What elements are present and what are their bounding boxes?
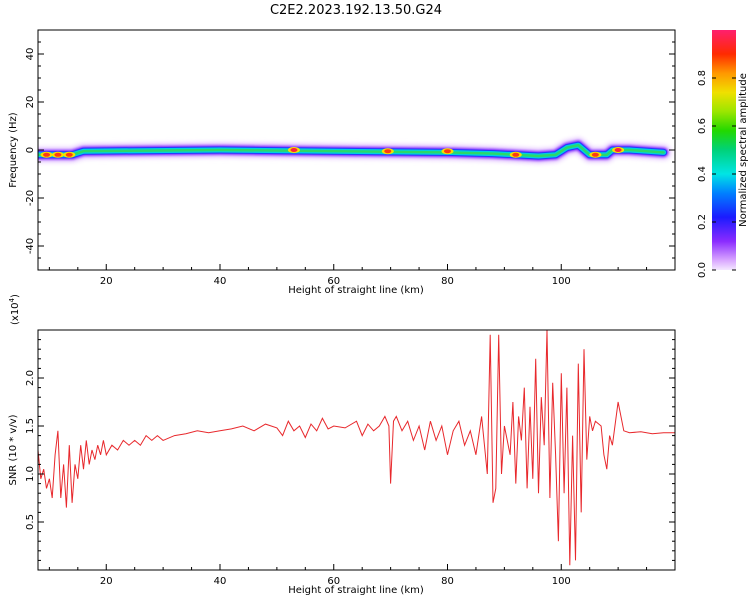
colorbar-tick-label: 0.8 [697,70,708,86]
snr-exponent-label: (x104) [8,294,21,325]
spectrogram-panel: 20 40 60 80 100 -40 -20 0 20 40 Height of straig… [8,29,676,296]
colorbar-label: Normalized spectral amplitude [738,73,749,227]
spectrogram-hotspot [65,152,73,157]
x-tick-label: 20 [100,276,113,287]
snr-y-label: SNR (10 * v/v) [8,414,19,485]
spectrogram-ridge-band [38,143,665,158]
y-tick-label: 1.0 [25,466,36,482]
spectrogram-hotspot [444,149,451,154]
y-tick-label: 40 [25,48,36,61]
colorbar-tick-label: 0.0 [697,262,708,278]
spectrogram-hotspot [290,148,298,152]
spectrogram-x-label: Height of straight line (km) [288,285,424,296]
spectrogram-hotspot [54,152,62,157]
x-tick-label: 20 [100,576,113,587]
spectrogram-hotspot [384,149,392,154]
spectrogram-y-label: Frequency (Hz) [8,112,19,188]
snr-x-label: Height of straight line (km) [288,585,424,596]
spectrogram-hotspot [614,148,622,152]
y-tick-label: 0 [25,147,36,153]
colorbar-ticks: 0.0 0.2 0.4 0.6 0.8 [697,70,736,278]
y-tick-label: 1.5 [25,418,36,434]
y-tick-label: -20 [25,190,36,206]
y-tick-label: 0.5 [25,514,36,530]
colorbar-tick-label: 0.2 [697,214,708,230]
spectrogram-hotspot [512,152,520,157]
spectrogram-hotspot [591,152,599,157]
x-tick-label: 60 [327,276,340,287]
x-tick-label: 80 [441,576,454,587]
y-tick-label: 20 [25,96,36,109]
snr-frame [37,329,676,571]
colorbar-gradient [712,30,736,270]
spectrogram-y-axis: -40 -20 0 20 40 [25,29,675,271]
colorbar-tick-label: 0.6 [697,118,708,134]
x-tick-label: 40 [214,576,227,587]
snr-series-line [38,330,675,566]
y-tick-label: 2.0 [25,370,36,386]
x-tick-label: 60 [327,576,340,587]
x-tick-label: 100 [552,276,571,287]
colorbar: 0.0 0.2 0.4 0.6 0.8 Normalized spectral ampl… [697,30,749,278]
snr-panel: 20 40 60 80 100 0.5 1.0 1.5 2.0 Height of strai… [8,294,676,596]
snr-x-axis: 20 40 60 80 100 [48,564,648,587]
figure-title: C2E2.2023.192.13.50.G24 [270,3,442,18]
colorbar-tick-label: 0.4 [697,166,708,182]
x-tick-label: 40 [214,276,227,287]
x-tick-label: 100 [552,576,571,587]
spectrogram-x-axis: 20 40 60 80 100 [48,264,648,287]
spectrogram-hotspot [43,152,51,157]
spectrogram-heatmap [38,137,672,164]
x-tick-label: 80 [441,276,454,287]
snr-y-axis: 0.5 1.0 1.5 2.0 [25,329,675,571]
y-tick-label: -40 [25,238,36,254]
